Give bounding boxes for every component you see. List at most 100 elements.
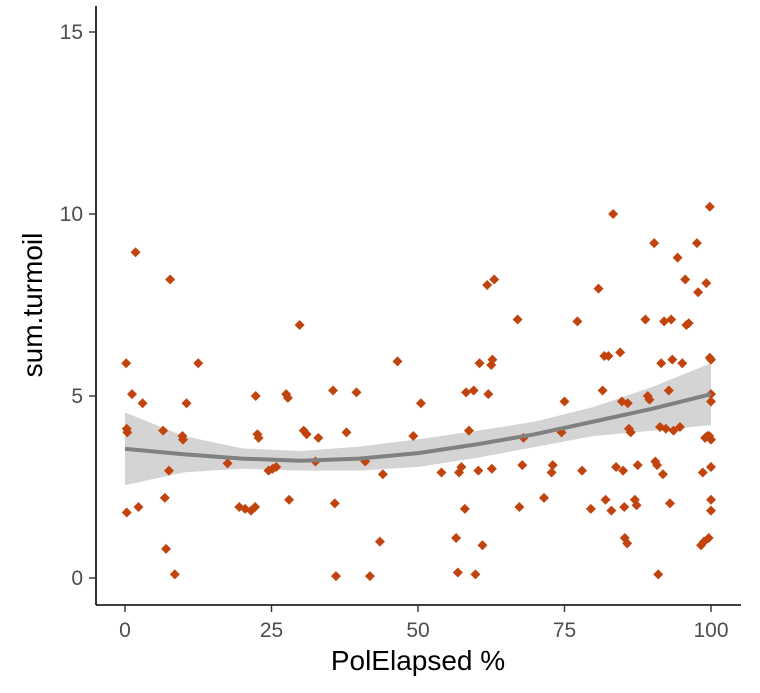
data-point <box>470 569 481 580</box>
data-point <box>122 427 133 438</box>
data-point <box>461 387 472 398</box>
data-point <box>341 427 352 438</box>
data-point <box>706 461 716 472</box>
data-point <box>611 461 622 472</box>
data-point <box>640 314 651 325</box>
data-point <box>559 396 570 407</box>
data-point <box>600 494 611 505</box>
data-point <box>706 434 716 445</box>
data-point <box>697 467 708 478</box>
data-point <box>121 358 132 369</box>
data-point <box>514 502 525 513</box>
y-tick-label: 0 <box>71 567 83 590</box>
data-point <box>451 532 462 543</box>
data-point <box>489 274 500 285</box>
data-point <box>622 398 633 409</box>
y-axis-title: sum.turmoil <box>17 233 48 378</box>
data-point <box>701 278 712 289</box>
data-point <box>374 536 385 547</box>
data-point <box>253 432 264 443</box>
data-points-layer <box>121 201 716 582</box>
data-point <box>452 567 463 578</box>
data-point <box>649 238 660 249</box>
confidence-band-layer <box>125 363 711 486</box>
data-point <box>656 358 667 369</box>
data-point <box>301 429 312 440</box>
data-point <box>619 502 630 513</box>
x-tick-label: 75 <box>553 619 576 642</box>
data-point <box>234 502 245 513</box>
data-point <box>474 358 485 369</box>
data-point <box>250 502 261 513</box>
data-point <box>603 350 614 361</box>
data-point <box>680 274 691 285</box>
data-point <box>415 398 426 409</box>
data-point <box>691 238 702 249</box>
data-point <box>271 461 282 472</box>
data-point <box>282 392 293 403</box>
data-point <box>240 503 251 514</box>
data-point <box>284 494 295 505</box>
data-point <box>459 503 470 514</box>
data-point <box>329 498 340 509</box>
data-point <box>169 569 180 580</box>
data-point <box>664 498 675 509</box>
data-point <box>482 279 493 290</box>
data-point <box>436 467 447 478</box>
data-point <box>130 247 141 258</box>
data-point <box>133 502 144 513</box>
smooth-line <box>124 392 712 463</box>
data-point <box>377 469 388 480</box>
data-point <box>328 385 339 396</box>
data-point <box>659 316 670 327</box>
data-point <box>667 354 678 365</box>
data-point <box>364 571 375 582</box>
data-point <box>668 425 679 436</box>
data-point <box>161 543 172 554</box>
data-point <box>706 396 716 407</box>
data-point <box>672 252 683 263</box>
data-point <box>577 465 588 476</box>
y-tick-label: 15 <box>60 21 83 44</box>
data-point <box>468 385 479 396</box>
data-point <box>392 356 403 367</box>
x-tick-label: 50 <box>406 619 429 642</box>
data-point <box>158 425 169 436</box>
data-point <box>704 201 715 212</box>
data-point <box>250 391 261 401</box>
data-point <box>644 394 655 405</box>
data-point <box>572 316 583 327</box>
x-tick-label: 0 <box>119 619 131 642</box>
data-point <box>625 427 636 438</box>
data-point <box>163 465 174 476</box>
data-point <box>408 431 419 442</box>
data-point <box>193 358 204 369</box>
data-point <box>674 421 685 432</box>
data-point <box>159 492 170 503</box>
data-point <box>622 538 633 549</box>
data-point <box>660 423 671 434</box>
data-point <box>704 352 715 363</box>
data-point <box>631 500 642 511</box>
data-point <box>178 434 189 445</box>
data-point <box>512 314 523 325</box>
data-point <box>693 287 704 298</box>
data-point <box>546 467 557 478</box>
data-point <box>517 460 528 471</box>
data-point <box>677 358 688 369</box>
x-tick-label: 100 <box>693 619 728 642</box>
data-point <box>477 540 488 551</box>
data-point <box>313 432 324 443</box>
data-point <box>632 460 643 471</box>
data-point <box>181 398 192 409</box>
data-point <box>706 494 716 505</box>
data-point <box>652 460 663 471</box>
axes <box>95 6 741 606</box>
data-point <box>351 387 362 398</box>
x-axis-title: PolElapsed % <box>331 645 505 676</box>
data-point <box>615 347 626 358</box>
data-point <box>547 460 558 471</box>
data-point <box>165 274 176 285</box>
y-tick-label: 10 <box>60 203 83 226</box>
